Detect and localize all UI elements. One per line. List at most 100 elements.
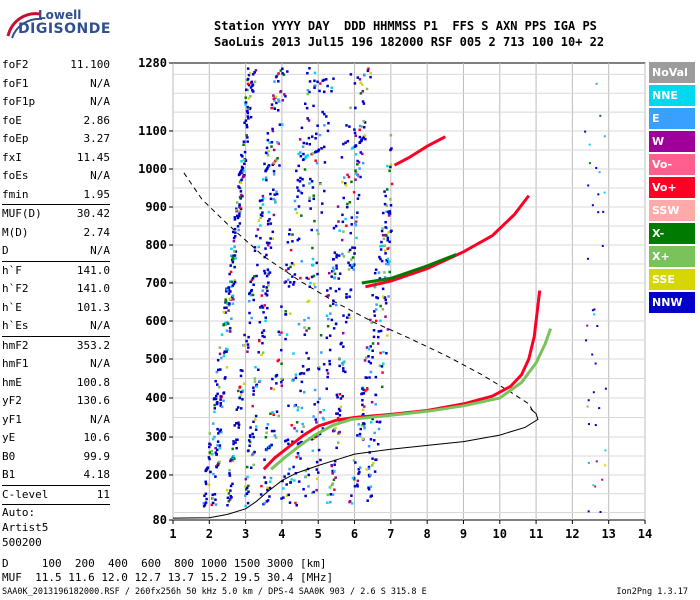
echo-dot (328, 359, 331, 363)
echo-dot (349, 106, 352, 110)
x-tick-label: 14 (638, 527, 652, 541)
echo-dot (261, 351, 265, 354)
echo-dot (247, 73, 251, 77)
echo-dot (372, 461, 375, 465)
echo-dot (242, 382, 246, 386)
echo-dot (315, 150, 318, 153)
echo-dot (253, 377, 257, 380)
echo-dot (367, 467, 371, 471)
echo-dot (225, 290, 228, 293)
echo-dot (253, 418, 257, 421)
echo-dot (376, 296, 380, 300)
echo-dot (378, 277, 382, 280)
echo-dot (292, 263, 296, 266)
echo-dot (277, 80, 280, 83)
echo-dot (313, 86, 316, 90)
echo-dot (587, 423, 590, 426)
echo-dot (320, 211, 324, 214)
echo-dot (248, 106, 252, 110)
echo-dot (226, 321, 229, 324)
echo-dot (339, 405, 343, 409)
echo-dot (310, 180, 314, 183)
echo-dot (233, 245, 236, 248)
echo-dot (314, 137, 317, 140)
echo-dot (288, 228, 292, 231)
echo-dot (260, 294, 264, 297)
echo-dot (342, 196, 345, 200)
echo-dot (281, 479, 284, 483)
echo-dot (247, 439, 251, 442)
param-name: h`Es (2, 319, 29, 332)
echo-dot (257, 368, 260, 372)
echo-dot (300, 406, 304, 410)
dashed-profile-line (183, 172, 535, 414)
echo-dot (242, 174, 245, 178)
echo-dot (211, 493, 214, 497)
echo-dot (246, 67, 250, 70)
echo-dot (302, 141, 306, 145)
echo-dot (362, 405, 366, 408)
echo-dot (293, 273, 297, 276)
echo-dot (362, 126, 366, 129)
echo-dot (244, 504, 247, 508)
echo-dot (260, 484, 263, 488)
echo-dot (362, 135, 366, 139)
echo-dot (276, 156, 279, 160)
echo-dot (341, 213, 344, 217)
echo-dot (271, 230, 275, 234)
echo-dot (387, 246, 391, 250)
x-tick-label: 7 (387, 527, 394, 541)
echo-dot (223, 306, 226, 310)
echo-dot (384, 252, 387, 255)
echo-dot (239, 207, 243, 211)
y-tick-label: 500 (145, 352, 167, 366)
echo-dot (595, 460, 598, 463)
echo-dot (389, 134, 393, 137)
echo-dot (231, 260, 235, 264)
echo-dot (361, 387, 364, 390)
distance-row: D 100 200 400 600 800 1000 1500 3000 [km… (2, 557, 327, 570)
echo-dot (360, 138, 364, 142)
echo-dot (342, 369, 345, 373)
echo-dot (369, 370, 373, 374)
echo-dot (326, 84, 329, 88)
autoscale-text: Artist5 (2, 521, 49, 534)
x-tick-label: 4 (278, 527, 285, 541)
echo-dot (373, 285, 377, 289)
echo-dot (216, 358, 220, 362)
echo-dot (321, 427, 325, 430)
echo-dot (345, 205, 349, 209)
echo-dot (367, 487, 371, 491)
echo-dot (349, 73, 353, 76)
echo-dot (267, 273, 270, 276)
echo-dot (351, 263, 354, 267)
echo-dot (332, 327, 336, 330)
echo-dot (300, 214, 303, 217)
echo-dot (350, 216, 354, 219)
echo-dot (318, 133, 322, 137)
echo-dot (594, 424, 597, 427)
echo-dot (252, 435, 255, 439)
echo-dot (325, 336, 329, 340)
y-tick-label: 600 (145, 314, 167, 328)
echo-dot (271, 129, 275, 133)
echo-dot (259, 206, 262, 210)
echo-dot (266, 154, 270, 157)
echo-dot (254, 428, 258, 431)
echo-dot (353, 246, 357, 250)
echo-dot (246, 343, 250, 346)
trace-line (393, 135, 446, 167)
echo-dot (297, 237, 301, 241)
echo-dot (307, 368, 310, 371)
echo-dot (284, 337, 287, 341)
echo-dot (262, 329, 266, 332)
echo-dot (347, 261, 350, 265)
echo-dot (226, 302, 229, 305)
echo-dot (296, 452, 300, 455)
echo-dot (330, 86, 333, 89)
echo-dot (347, 175, 351, 179)
echo-dot (283, 93, 286, 96)
echo-dot (246, 115, 250, 118)
echo-dot (216, 440, 220, 443)
echo-dot (225, 329, 229, 332)
